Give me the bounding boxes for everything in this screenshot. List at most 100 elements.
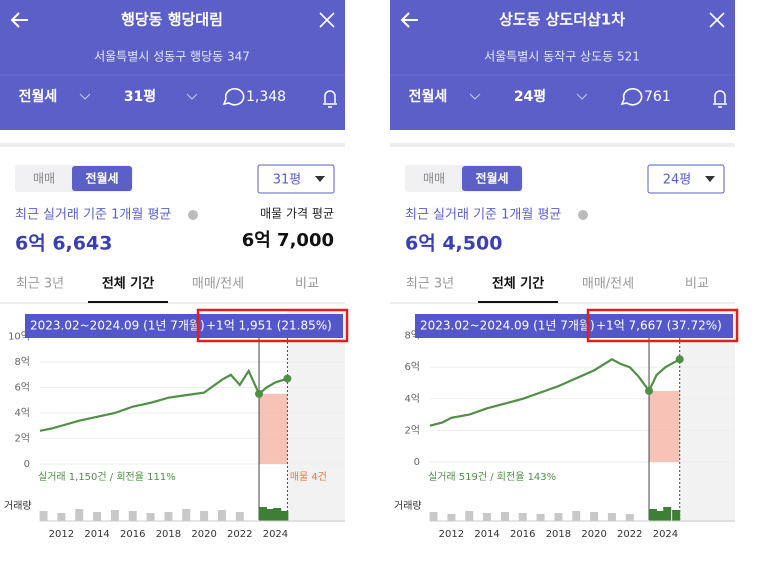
size-select[interactable]: [257, 164, 335, 194]
period-tab[interactable]: 매매/전세: [192, 277, 244, 292]
close-icon[interactable]: [319, 12, 335, 28]
period-tab[interactable]: 최근 3년: [16, 277, 64, 292]
x-tick-label: 2020: [581, 529, 606, 540]
period-tab[interactable]: 전체 기간: [492, 276, 544, 292]
future-area: [287, 310, 345, 522]
volume-bar: [648, 509, 657, 521]
bell-icon[interactable]: [713, 90, 727, 108]
period-tab[interactable]: 비교: [685, 277, 709, 292]
volume-bar: [75, 509, 84, 521]
volume-bar: [663, 507, 672, 521]
x-tick-label: 2022: [227, 529, 252, 540]
back-icon[interactable]: [10, 12, 28, 28]
x-tick-label: 2016: [510, 529, 535, 540]
volume-bar: [554, 513, 563, 521]
volume-bar: [656, 511, 665, 521]
x-tick-label: 2018: [546, 529, 571, 540]
y-tick-label: 2억: [14, 433, 30, 445]
chevron: [186, 93, 198, 100]
y-tick-label: 0: [414, 457, 420, 468]
price-dot: [645, 386, 654, 395]
toggle-option[interactable]: 매매: [423, 172, 445, 186]
title: 상도동 상도더샵1차: [499, 11, 625, 29]
price-dot: [255, 389, 264, 398]
deal-type[interactable]: 전월세: [19, 88, 58, 105]
highlight-box: [586, 308, 739, 343]
listing-value: 6억 7,000: [242, 230, 334, 251]
header: [390, 0, 735, 130]
volume-bar: [536, 514, 545, 521]
period-tab[interactable]: 최근 3년: [406, 277, 454, 292]
volume-bar: [672, 510, 681, 521]
chevron: [79, 93, 91, 100]
range-banner: [415, 314, 733, 338]
back-icon[interactable]: [400, 12, 418, 28]
size[interactable]: 31평: [124, 88, 156, 105]
volume-bar: [164, 512, 173, 521]
volume-bar: [200, 511, 209, 521]
range-label: 2023.02~2024.09 (1년 7개월): [30, 319, 205, 333]
y-tick-label: 8억: [14, 356, 30, 368]
volume-bar: [93, 512, 102, 521]
volume-bar: [429, 512, 438, 521]
header: [0, 0, 345, 130]
volume-bar: [39, 511, 48, 521]
period-tab[interactable]: 전체 기간: [102, 276, 154, 292]
size-select[interactable]: [647, 164, 725, 194]
y-tick-label: 10억: [8, 331, 30, 343]
volume-bar: [625, 514, 634, 521]
price-dot: [283, 374, 292, 383]
size[interactable]: 24평: [514, 88, 546, 105]
comment-count: 761: [644, 89, 671, 105]
change-label: +1억 7,667 (37.72%): [596, 319, 722, 333]
x-tick-label: 2020: [191, 529, 216, 540]
comment-icon[interactable]: [620, 87, 643, 106]
volume-bar: [572, 511, 581, 521]
range-fill: [649, 390, 680, 462]
volume-bar: [500, 512, 509, 521]
y-tick-label: 6억: [404, 361, 420, 373]
volume-bar: [217, 510, 226, 521]
chevron: [576, 93, 588, 100]
period-tab[interactable]: 매매/전세: [582, 277, 634, 292]
x-tick-label: 2016: [120, 529, 145, 540]
change-label: +1억 1,951 (21.85%): [206, 319, 332, 333]
listing-label: 매물 가격 평균: [260, 207, 334, 221]
dropdown-arrow: [315, 176, 325, 182]
comment-icon[interactable]: [222, 87, 245, 106]
highlight-box: [196, 308, 349, 343]
comment-count: 1,348: [246, 89, 286, 105]
x-tick-label: 2018: [156, 529, 181, 540]
volume-bar: [110, 510, 119, 521]
title: 행당동 행당대림: [121, 11, 223, 29]
size-select-label: 31평: [273, 173, 302, 188]
period-tab[interactable]: 비교: [295, 277, 319, 292]
toggle-active: [462, 166, 522, 191]
range-banner: [25, 314, 343, 338]
volume-bar: [607, 513, 616, 521]
toggle-option[interactable]: 매매: [33, 172, 55, 186]
volume-bar: [447, 514, 456, 521]
toggle-option[interactable]: 전월세: [85, 171, 118, 186]
volume-label: 거래량: [394, 500, 422, 512]
avg-label: 최근 실거래 기준 1개월 평균: [405, 208, 561, 223]
volume-bar: [258, 507, 267, 521]
deal-type[interactable]: 전월세: [409, 88, 448, 105]
volume-bar: [590, 512, 599, 521]
y-tick-label: 0: [24, 459, 30, 470]
stats: 실거래 1,150건 / 회전율 111%: [38, 471, 176, 483]
bell-icon[interactable]: [323, 90, 337, 108]
close-icon[interactable]: [709, 12, 725, 28]
toggle-option[interactable]: 전월세: [475, 171, 508, 186]
address: 서울특별시 성동구 행당동 347: [94, 49, 250, 64]
x-tick-label: 2014: [474, 529, 499, 540]
volume-bar: [235, 512, 244, 521]
notice-gap: [390, 130, 735, 140]
y-tick-label: 2억: [404, 424, 420, 436]
x-tick-label: 2024: [653, 529, 678, 540]
range-fill: [259, 393, 288, 464]
volume-bar: [465, 511, 474, 521]
dropdown-arrow: [705, 176, 715, 182]
